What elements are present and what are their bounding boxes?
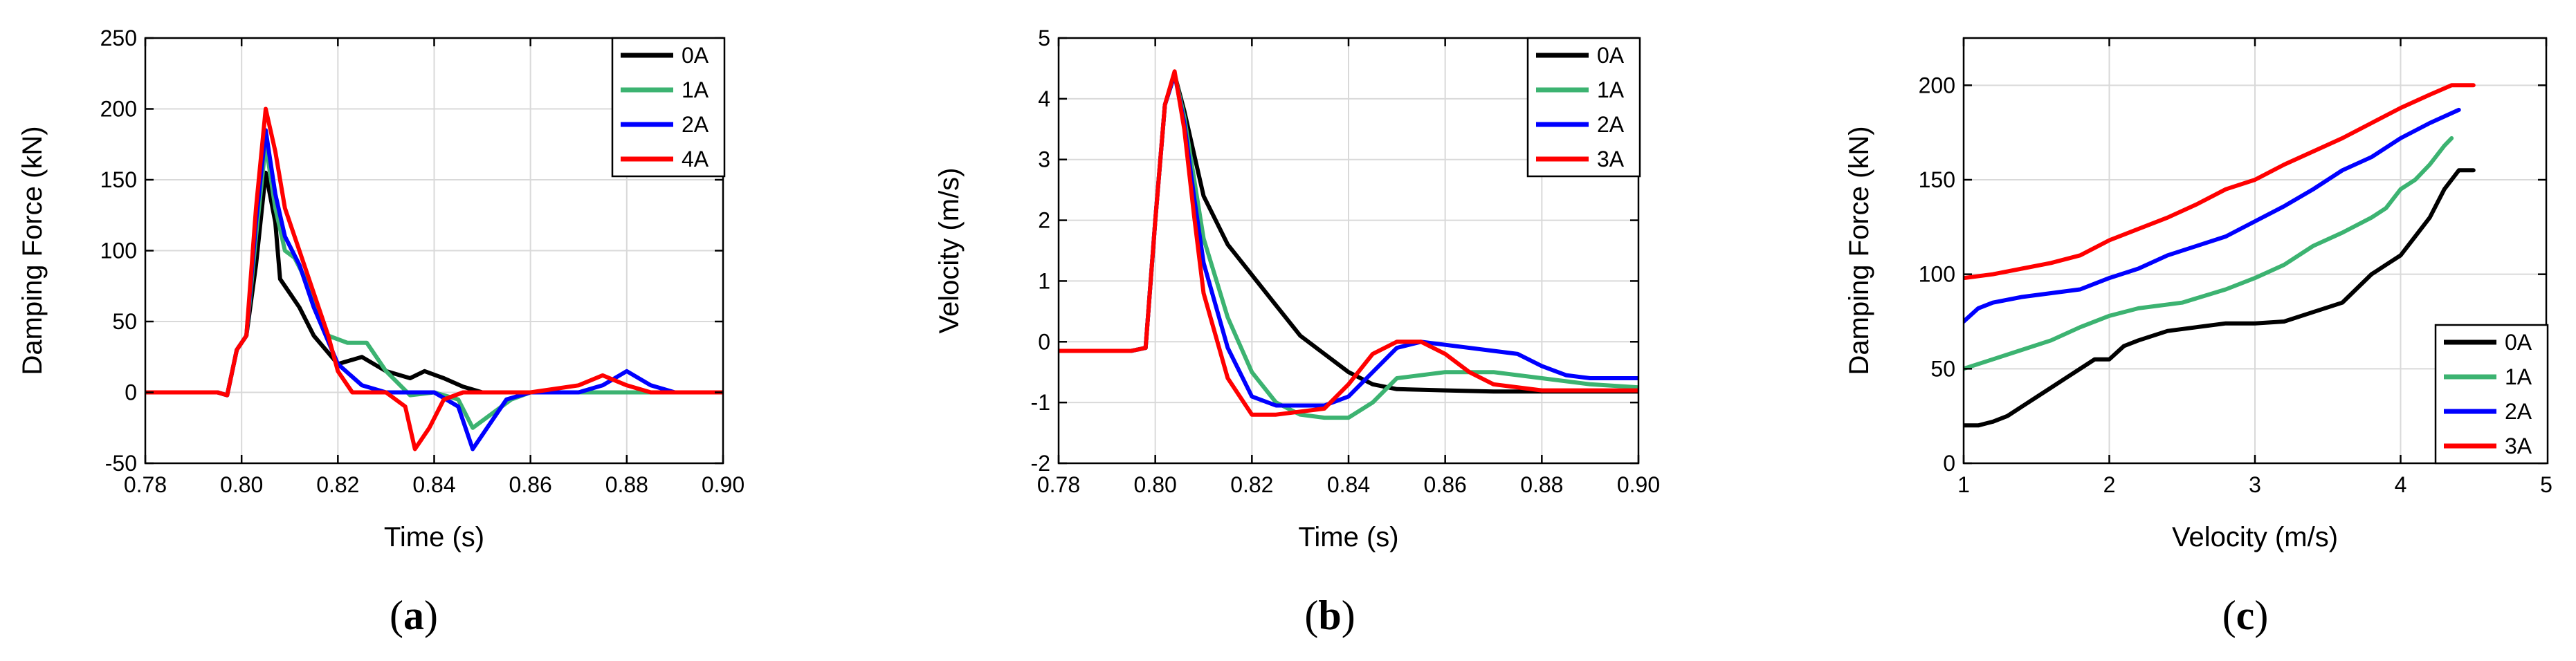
series-line-3A (1964, 83, 2476, 281)
x-tick-label: 0.88 (1520, 472, 1563, 497)
y-tick-label: 150 (100, 167, 137, 192)
legend-label-0A: 0A (682, 43, 709, 68)
x-tick-label: 5 (2540, 472, 2552, 497)
series-line-2A (1964, 107, 2461, 324)
y-tick-label: 0 (1038, 329, 1050, 354)
x-tick-label: 0.88 (605, 472, 648, 497)
legend-box (1526, 37, 1641, 178)
y-tick-label: 1 (1038, 268, 1050, 293)
chart-1: 0.78 0.80 0.82 0.84 0.86 0.88 0.90 -50 0 50 100 150… (17, 26, 745, 638)
panel-caption-letter: a (403, 593, 424, 638)
panel-caption: (a) (390, 593, 438, 638)
legend-label-1A: 1A (2505, 364, 2532, 389)
y-tick-label: 0 (125, 380, 137, 405)
x-tick-label: 0.86 (509, 472, 552, 497)
x-tick-label: 0.78 (124, 472, 167, 497)
legend: 0A 1A 2A 3A (2434, 324, 2549, 465)
panel-caption: (c) (2222, 593, 2269, 638)
y-tick-label: 0 (1943, 451, 1955, 476)
legend-label-0A: 0A (1597, 43, 1625, 68)
y-axis-label: Damping Force (kN) (17, 126, 48, 375)
y-tick-label: 2 (1038, 208, 1050, 233)
y-tick-label: 3 (1038, 147, 1050, 172)
legend-label-2A: 2A (682, 112, 709, 137)
y-tick-label: -50 (105, 451, 137, 476)
y-tick-label: 100 (100, 239, 137, 263)
legend: 0A 1A 2A 3A (1526, 37, 1641, 178)
x-axis-label: Time (s) (1298, 522, 1398, 552)
y-tick-label: 150 (1919, 167, 1955, 192)
legend-box (2434, 324, 2549, 465)
x-axis-label: Velocity (m/s) (2172, 522, 2338, 552)
legend-label-3A: 3A (1597, 147, 1625, 171)
y-axis-label: Damping Force (kN) (1844, 126, 1874, 375)
x-tick-label: 0.82 (1230, 472, 1273, 497)
x-tick-label: 0.90 (702, 472, 745, 497)
legend-label-1A: 1A (682, 77, 709, 102)
x-tick-label: 4 (2395, 472, 2407, 497)
x-tick-label: 0.80 (220, 472, 263, 497)
y-axis-label: Velocity (m/s) (934, 167, 965, 333)
x-axis-label: Time (s) (384, 522, 484, 552)
x-tick-label: 0.78 (1037, 472, 1080, 497)
y-tick-label: 200 (1919, 73, 1955, 97)
series-line-4A (145, 106, 723, 451)
y-tick-label: 200 (100, 97, 137, 122)
y-tick-label: 50 (1930, 356, 1955, 381)
legend-label-0A: 0A (2505, 330, 2532, 355)
chart-2: 0.78 0.80 0.82 0.84 0.86 0.88 0.90 -2 -1 0 1 2 3 4 5 Ti… (934, 26, 1660, 638)
y-tick-label: 50 (112, 309, 137, 334)
series-line-3A (1059, 69, 1638, 417)
legend-label-2A: 2A (1597, 112, 1625, 137)
x-tick-label: 0.84 (1327, 472, 1370, 497)
x-tick-label: 0.82 (316, 472, 359, 497)
panel-caption: (b) (1304, 593, 1355, 638)
y-tick-label: 100 (1919, 262, 1955, 287)
panel-caption-letter: c (2236, 593, 2255, 638)
x-tick-label: 0.80 (1134, 472, 1177, 497)
y-tick-label: 5 (1038, 26, 1050, 50)
legend-label-2A: 2A (2505, 399, 2532, 424)
legend-label-1A: 1A (1597, 77, 1625, 102)
x-tick-label: 3 (2249, 472, 2261, 497)
legend: 0A 1A 2A 4A (611, 37, 726, 178)
x-tick-label: 0.90 (1617, 472, 1660, 497)
legend-label-4A: 4A (682, 147, 709, 171)
x-tick-label: 0.86 (1424, 472, 1467, 497)
y-tick-label: -1 (1031, 390, 1050, 415)
series-line-1A (1964, 136, 2454, 371)
y-tick-label: -2 (1031, 451, 1050, 476)
y-tick-label: 250 (100, 26, 137, 50)
y-tick-label: 4 (1038, 86, 1050, 111)
legend-box (611, 37, 726, 178)
series-line-0A (1964, 168, 2476, 428)
panel-caption-letter: b (1318, 593, 1341, 638)
legend-label-3A: 3A (2505, 434, 2532, 458)
x-tick-label: 1 (1957, 472, 1970, 497)
x-tick-label: 0.84 (412, 472, 455, 497)
x-tick-label: 2 (2103, 472, 2116, 497)
